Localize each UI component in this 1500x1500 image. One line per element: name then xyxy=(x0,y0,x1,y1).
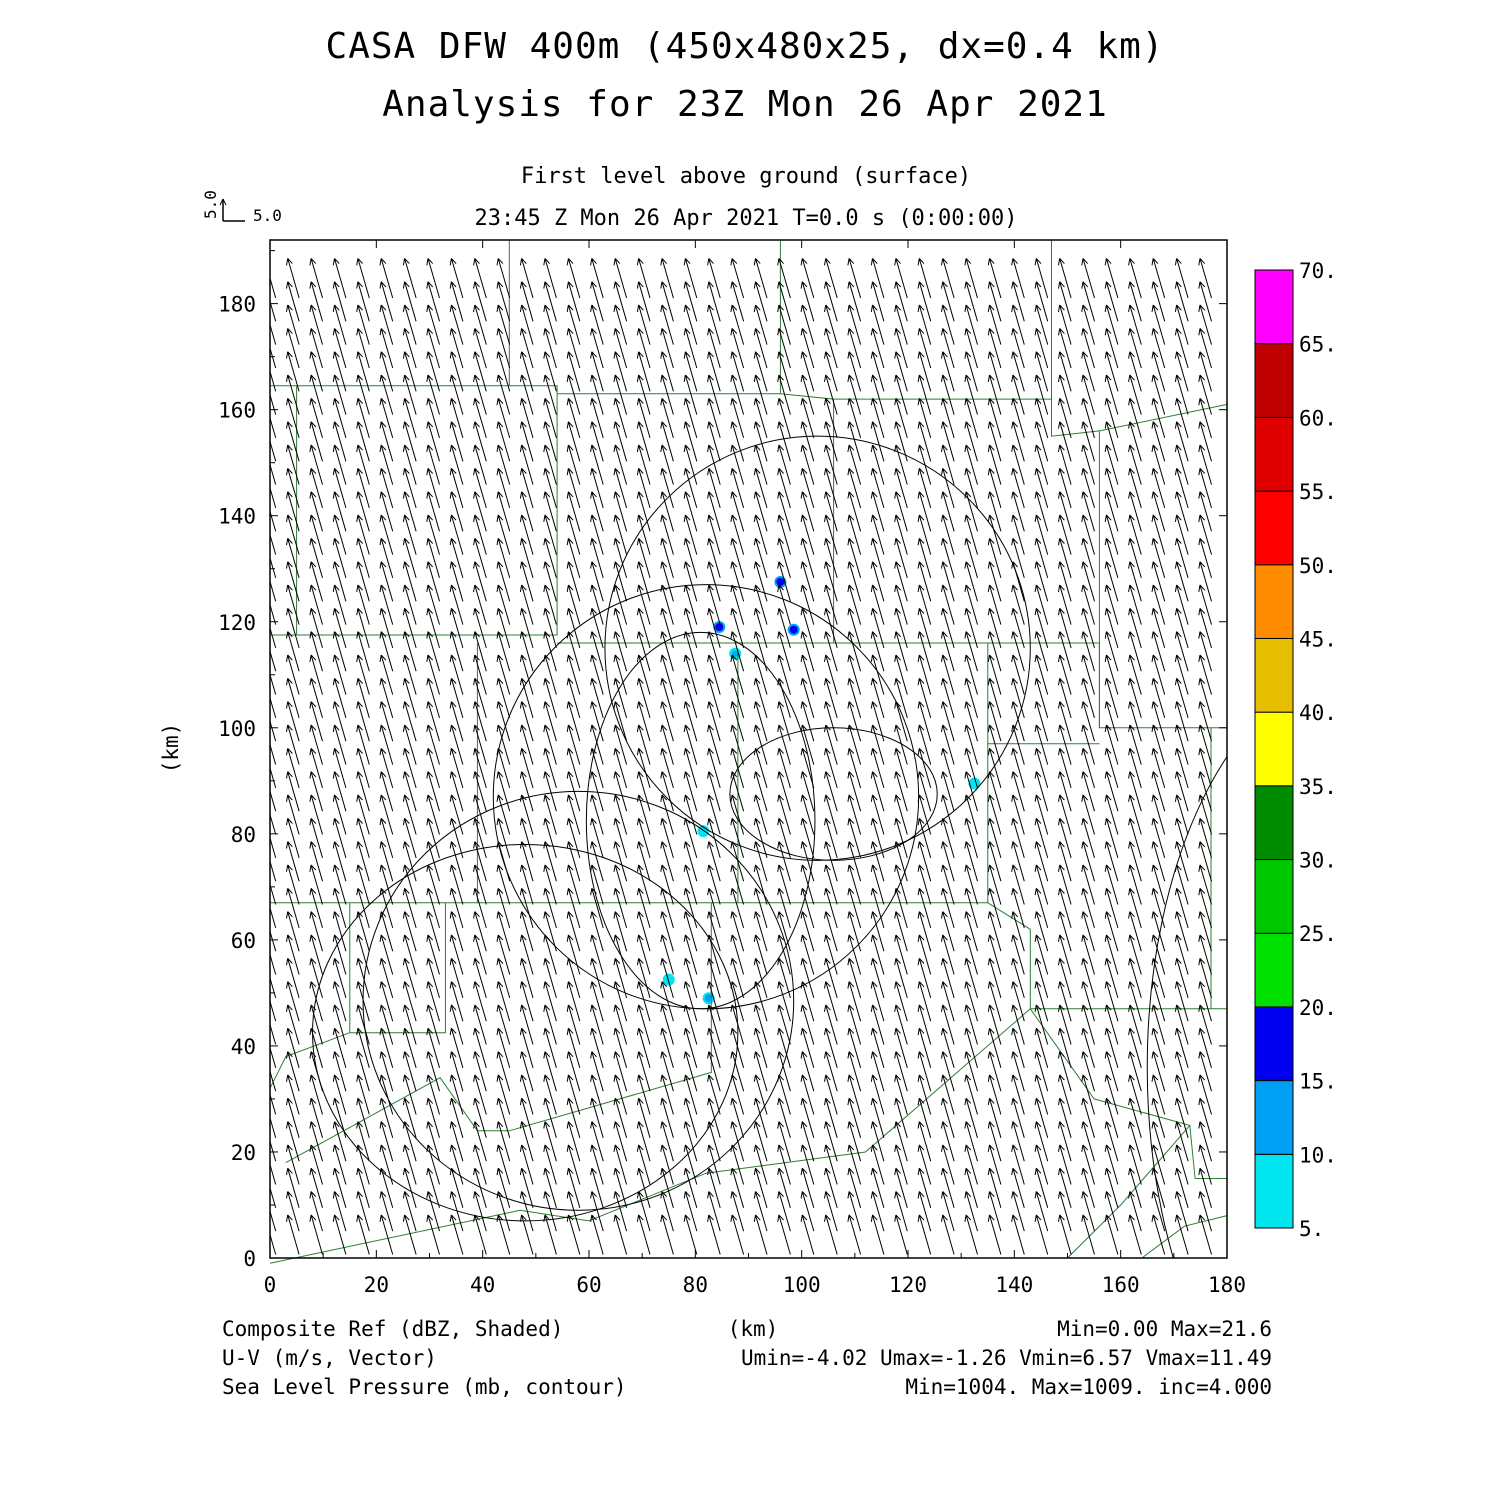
colorbar: 5. 10. 15. 20. 25. 30. 35. 40. 45. 50. 55. 60. 65. 70… xyxy=(1254,259,1337,1241)
colorbar-swatch xyxy=(1254,932,1294,1008)
colorbar-label: 5. xyxy=(1299,1217,1324,1241)
county-boundary-line xyxy=(296,385,558,636)
reflectivity-spot-core xyxy=(732,650,739,657)
footer-pressure-label: Sea Level Pressure (mb, contour) xyxy=(222,1375,627,1399)
county-boundary-line xyxy=(1051,399,1228,437)
colorbar-label: 15. xyxy=(1299,1070,1337,1094)
footer-pressure-minmax: Min=1004. Max=1009. inc=4.000 xyxy=(905,1375,1272,1399)
y-tick-label: 0 xyxy=(243,1247,256,1271)
colorbar-swatch xyxy=(1254,1153,1294,1229)
x-tick-label: 180 xyxy=(1208,1273,1246,1297)
vector-key-v-label: 5.0 xyxy=(201,190,220,219)
y-tick-label: 60 xyxy=(231,929,256,953)
pressure-contour xyxy=(1146,755,1227,1258)
colorbar-label: 20. xyxy=(1299,996,1337,1020)
colorbar-label: 45. xyxy=(1299,627,1337,651)
title-line-1: CASA DFW 400m (450x480x25, dx=0.4 km) xyxy=(326,26,1165,67)
level-label: First level above ground (surface) xyxy=(521,164,971,189)
wind-vectors xyxy=(270,258,1212,1255)
county-boundary-line xyxy=(509,902,712,1132)
footer-refl-label: Composite Ref (dBZ, Shaded) xyxy=(222,1317,563,1341)
x-tick-label: 100 xyxy=(783,1273,821,1297)
axis-ticks: 0 20 40 60 80 100 120 140 160 180 0 20 40 60 80 100 120 1… xyxy=(218,240,1246,1297)
county-boundary-line xyxy=(349,902,446,1034)
colorbar-label: 10. xyxy=(1299,1143,1337,1167)
colorbar-label: 40. xyxy=(1299,701,1337,725)
reflectivity-spot-core xyxy=(789,625,798,634)
county-boundary-line xyxy=(987,902,1031,1009)
county-boundary-line xyxy=(269,1032,350,1089)
reflectivity-layer xyxy=(662,575,981,1005)
x-tick-label: 120 xyxy=(889,1273,927,1297)
x-tick-label: 40 xyxy=(470,1273,495,1297)
county-boundary-line xyxy=(285,1077,510,1164)
reflectivity-spot-core xyxy=(776,577,785,586)
colorbar-label: 70. xyxy=(1299,259,1337,283)
colorbar-label: 25. xyxy=(1299,922,1337,946)
plot-background xyxy=(270,240,1227,1258)
colorbar-swatch xyxy=(1254,785,1294,861)
x-tick-label: 160 xyxy=(1102,1273,1140,1297)
colorbar-label: 65. xyxy=(1299,333,1337,357)
colorbar-swatch xyxy=(1254,637,1294,713)
x-tick-label: 80 xyxy=(683,1273,708,1297)
colorbar-swatch xyxy=(1254,859,1294,934)
time-label: 23:45 Z Mon 26 Apr 2021 T=0.0 s (0:00:00… xyxy=(474,206,1017,231)
x-tick-label: 20 xyxy=(364,1273,389,1297)
pressure-contour xyxy=(604,435,1031,861)
y-tick-label: 120 xyxy=(218,611,256,635)
y-tick-label: 100 xyxy=(218,717,256,741)
colorbar-swatch xyxy=(1254,564,1294,639)
y-tick-label: 180 xyxy=(218,293,256,317)
reflectivity-spot-core xyxy=(704,994,713,1003)
y-tick-label: 160 xyxy=(218,399,256,423)
y-tick-label: 20 xyxy=(231,1141,256,1165)
colorbar-swatch xyxy=(1254,343,1294,418)
colorbar-label: 50. xyxy=(1299,554,1337,578)
colorbar-swatch xyxy=(1254,711,1294,787)
y-tick-label: 40 xyxy=(231,1035,256,1059)
y-tick-label: 80 xyxy=(231,823,256,847)
footer-refl-minmax: Min=0.00 Max=21.6 xyxy=(1057,1317,1272,1341)
x-tick-label: 60 xyxy=(576,1273,601,1297)
title-line-2: Analysis for 23Z Mon 26 Apr 2021 xyxy=(382,84,1108,125)
footer-wind-label: U-V (m/s, Vector) xyxy=(222,1346,437,1370)
x-tick-label: 140 xyxy=(995,1273,1033,1297)
footer-wind-minmax: Umin=-4.02 Umax=-1.26 Vmin=6.57 Vmax=11.… xyxy=(741,1346,1272,1370)
vector-key: 5.0 5.0 xyxy=(201,190,282,225)
x-tick-label: 0 xyxy=(264,1273,277,1297)
county-boundary-line xyxy=(1141,1215,1228,1259)
y-axis-label: (km) xyxy=(159,723,183,774)
pressure-contour xyxy=(585,631,816,1010)
colorbar-swatch xyxy=(1254,1006,1294,1082)
colorbar-label: 30. xyxy=(1299,849,1337,873)
colorbar-swatch xyxy=(1254,269,1294,345)
colorbar-label: 60. xyxy=(1299,406,1337,430)
wind-vector-field xyxy=(270,258,1212,1255)
y-tick-label: 140 xyxy=(218,505,256,529)
vector-key-u-label: 5.0 xyxy=(253,206,282,225)
county-boundary-line xyxy=(1067,1125,1191,1259)
colorbar-swatch xyxy=(1254,490,1294,566)
colorbar-label: 35. xyxy=(1299,775,1337,799)
plot-area: 0 20 40 60 80 100 120 140 160 180 0 20 40 60 80 100 120 1… xyxy=(218,239,1246,1297)
x-axis-label: (km) xyxy=(728,1317,779,1341)
colorbar-swatch xyxy=(1254,1080,1294,1155)
reflectivity-spot-core xyxy=(715,623,724,632)
colorbar-label: 55. xyxy=(1299,480,1337,504)
colorbar-swatch xyxy=(1254,416,1294,492)
